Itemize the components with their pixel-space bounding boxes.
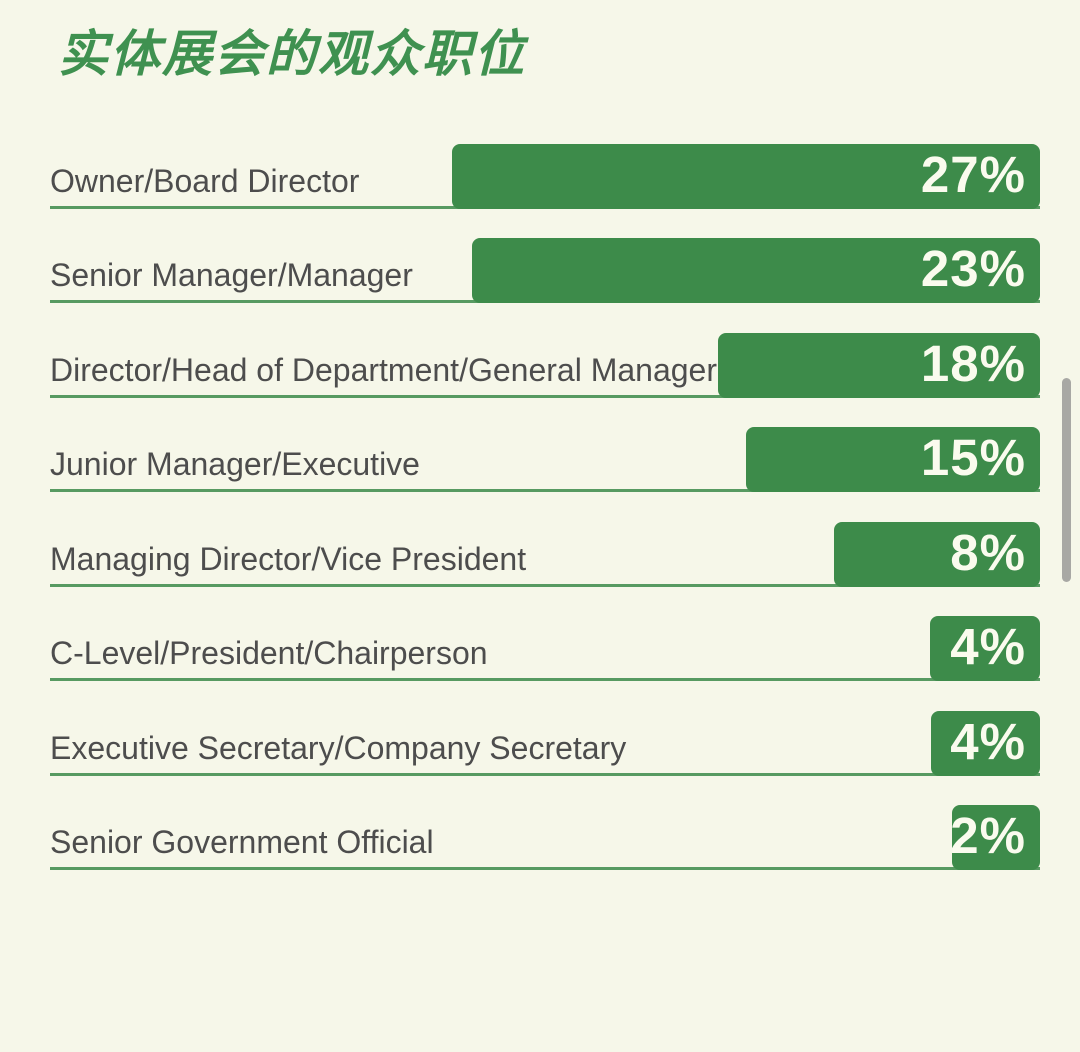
row-underline: [50, 678, 1040, 681]
bar: 15%: [746, 427, 1040, 492]
bar-row: C-Level/President/Chairperson 4%: [50, 587, 1040, 681]
bar-category-label: Owner/Board Director: [50, 162, 360, 199]
bar-row: Senior Government Official 2%: [50, 776, 1040, 870]
scrollbar-thumb[interactable]: [1062, 378, 1071, 582]
bar-category-label: Junior Manager/Executive: [50, 446, 420, 483]
bar-value-label: 8%: [950, 523, 1026, 581]
bar: 18%: [718, 332, 1040, 398]
bar-value-label: 27%: [920, 145, 1026, 203]
bar-chart: Owner/Board Director 27% Senior Manager/…: [50, 114, 1040, 870]
bar: 8%: [834, 521, 1040, 587]
bar: 4%: [930, 616, 1040, 681]
bar-row: Managing Director/Vice President 8%: [50, 492, 1040, 587]
bar-row: Director/Head of Department/General Mana…: [50, 303, 1040, 398]
row-underline: [50, 867, 1040, 870]
bar-row: Owner/Board Director 27%: [50, 114, 1040, 209]
bar-value-label: 18%: [920, 334, 1026, 392]
bar-rows: Owner/Board Director 27% Senior Manager/…: [50, 114, 1040, 870]
bar-category-label: Director/Head of Department/General Mana…: [50, 351, 717, 388]
row-underline: [50, 489, 1040, 492]
bar: 2%: [950, 805, 1040, 870]
bar-value-label: 23%: [920, 240, 1026, 297]
bar-category-label: Executive Secretary/Company Secretary: [50, 729, 627, 766]
bar-value-label: 2%: [950, 807, 1026, 864]
bar: 27%: [452, 143, 1040, 209]
bar-category-label: Managing Director/Vice President: [50, 540, 527, 577]
bar-row: Junior Manager/Executive 15%: [50, 398, 1040, 492]
bar-value-label: 4%: [950, 712, 1026, 770]
bar: 23%: [472, 238, 1040, 303]
bar-row: Executive Secretary/Company Secretary 4%: [50, 681, 1040, 776]
bar: 4%: [931, 710, 1040, 776]
bar-category-label: Senior Government Official: [50, 824, 434, 861]
bar-category-label: C-Level/President/Chairperson: [50, 635, 488, 672]
bar-value-label: 15%: [920, 429, 1026, 486]
row-underline: [50, 583, 1040, 587]
bar-value-label: 4%: [950, 618, 1026, 675]
row-underline: [50, 772, 1040, 776]
row-underline: [50, 394, 1040, 398]
page-title: 实体展会的观众职位: [58, 26, 526, 82]
bar-category-label: Senior Manager/Manager: [50, 257, 413, 294]
bar-row: Senior Manager/Manager 23%: [50, 209, 1040, 303]
